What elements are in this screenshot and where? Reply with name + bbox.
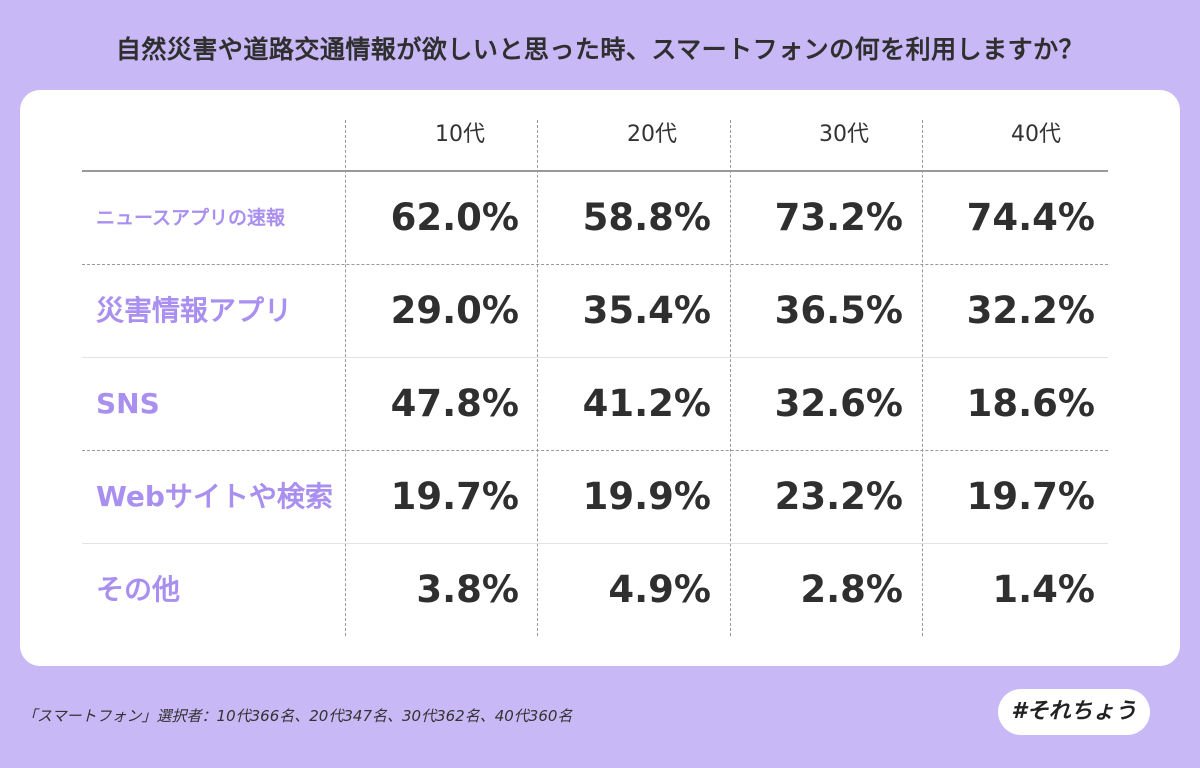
column-header-20s: 20代 <box>627 122 677 147</box>
row-label-news-app: ニュースアプリの速報 <box>96 207 286 229</box>
value-cell: 73.2% <box>774 196 903 239</box>
column-divider <box>730 120 731 636</box>
value-cell: 19.9% <box>582 475 711 518</box>
value-cell: 35.4% <box>582 289 711 332</box>
table-row: Webサイトや検索 19.7% 19.9% 23.2% 19.7% <box>82 451 1108 544</box>
row-label-other: その他 <box>96 573 181 606</box>
value-cell: 32.6% <box>774 382 903 425</box>
table-header-row: 10代 20代 30代 40代 <box>82 120 1108 172</box>
value-cell: 32.2% <box>966 289 1095 332</box>
sample-size-footnote: 「スマートフォン」選択者：10代366名、20代347名、30代362名、40代… <box>22 707 573 725</box>
column-divider <box>345 120 346 636</box>
row-label-sns: SNS <box>96 387 160 420</box>
chart-title: 自然災害や道路交通情報が欲しいと思った時、スマートフォンの何を利用しますか？ <box>115 35 1085 64</box>
value-cell: 41.2% <box>582 382 711 425</box>
value-cell: 4.9% <box>608 568 711 611</box>
table-row: SNS 47.8% 41.2% 32.6% 18.6% <box>82 358 1108 451</box>
column-divider <box>922 120 923 636</box>
column-header-10s: 10代 <box>435 122 485 147</box>
value-cell: 2.8% <box>800 568 903 611</box>
value-cell: 29.0% <box>390 289 519 332</box>
row-label-web-search: Webサイトや検索 <box>96 480 333 513</box>
value-cell: 62.0% <box>390 196 519 239</box>
value-cell: 1.4% <box>992 568 1095 611</box>
column-divider <box>537 120 538 636</box>
value-cell: 3.8% <box>416 568 519 611</box>
value-cell: 18.6% <box>966 382 1095 425</box>
value-cell: 47.8% <box>390 382 519 425</box>
table-row: ニュースアプリの速報 62.0% 58.8% 73.2% 74.4% <box>82 172 1108 265</box>
row-label-disaster-app: 災害情報アプリ <box>96 294 293 327</box>
data-table: 10代 20代 30代 40代 ニュースアプリの速報 62.0% 58.8% 7… <box>82 120 1108 636</box>
value-cell: 74.4% <box>966 196 1095 239</box>
hashtag-badge: #それちょう <box>998 689 1150 735</box>
value-cell: 19.7% <box>966 475 1095 518</box>
table-row: 災害情報アプリ 29.0% 35.4% 36.5% 32.2% <box>82 265 1108 358</box>
table-card: 10代 20代 30代 40代 ニュースアプリの速報 62.0% 58.8% 7… <box>20 90 1180 666</box>
value-cell: 58.8% <box>582 196 711 239</box>
column-header-30s: 30代 <box>819 122 869 147</box>
table-row: その他 3.8% 4.9% 2.8% 1.4% <box>82 544 1108 636</box>
value-cell: 23.2% <box>774 475 903 518</box>
value-cell: 36.5% <box>774 289 903 332</box>
value-cell: 19.7% <box>390 475 519 518</box>
column-header-40s: 40代 <box>1011 122 1061 147</box>
